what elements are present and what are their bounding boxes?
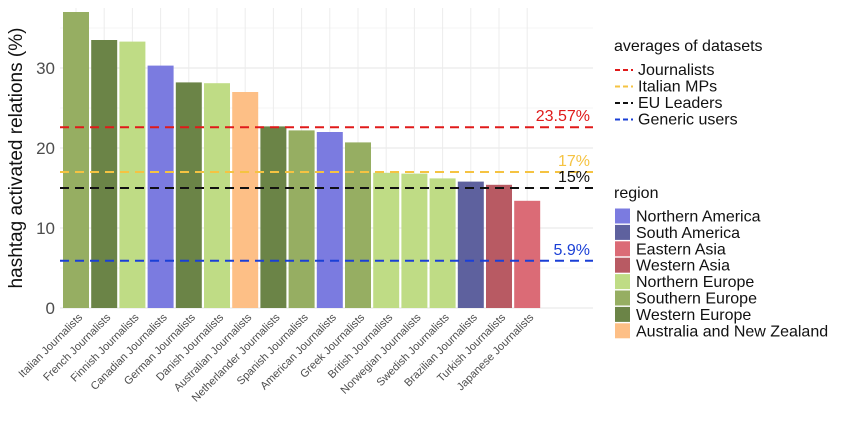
legend-swatch-southern-europe: [615, 290, 630, 306]
legend-item-northern-america: Northern America: [615, 208, 761, 226]
legend-item-eu-leaders: EU Leaders: [615, 95, 723, 112]
bar-swedish-journalists: [429, 178, 456, 308]
legend-label-northern-europe: Northern Europe: [636, 274, 754, 291]
legend-label-northern-america: Northern America: [636, 209, 761, 226]
bar-canadian-journalists: [147, 65, 174, 308]
y-axis-label: hashtag activated relations (%): [6, 28, 27, 289]
legend-averages: averages of datasets JournalistsItalian …: [614, 38, 763, 129]
legend-label-southern-europe: Southern Europe: [636, 291, 757, 308]
legend-label-western-europe: Western Europe: [636, 307, 751, 324]
legend-swatch-south-america: [615, 224, 630, 240]
legend-label-eu-leaders: EU Leaders: [638, 95, 723, 112]
legend-item-southern-europe: Southern Europe: [615, 290, 757, 308]
legend-label-south-america: South America: [636, 225, 740, 242]
legend-swatch-western-asia: [615, 257, 630, 273]
ref-label-journalists: 23.57%: [536, 108, 590, 125]
legend-item-western-europe: Western Europe: [615, 306, 751, 324]
legend-swatch-northern-america: [615, 208, 630, 224]
legend-label-western-asia: Western Asia: [636, 258, 730, 275]
legend-item-journalists: Journalists: [615, 62, 714, 79]
legend-label-journalists: Journalists: [638, 62, 714, 79]
legend-swatch-western-europe: [615, 306, 630, 322]
legend-item-eastern-asia: Eastern Asia: [615, 241, 726, 258]
legend-item-western-asia: Western Asia: [615, 257, 730, 275]
y-tick-0: 0: [46, 299, 55, 318]
legend-label-italian-mps: Italian MPs: [638, 79, 717, 96]
legend-item-generic-users: Generic users: [615, 112, 738, 129]
reference-lines: 23.57% 17%15% 5.9%: [60, 108, 593, 262]
y-tick-20: 20: [36, 139, 55, 158]
legend-label-generic-users: Generic users: [638, 112, 738, 129]
legend-item-italian-mps: Italian MPs: [615, 79, 717, 96]
legend-label-eastern-asia: Eastern Asia: [636, 241, 726, 258]
bar-french-journalists: [91, 40, 118, 308]
legend-label-australia-and-new-zealand: Australia and New Zealand: [636, 323, 828, 340]
bar-turkish-journalists: [486, 184, 512, 308]
legend-swatch-australia-and-new-zealand: [615, 323, 630, 339]
bar-japanese-journalists: [514, 200, 541, 308]
y-axis: 0 10 20 30: [36, 59, 55, 318]
bar-australian-journalists: [232, 92, 259, 308]
bars: [63, 12, 541, 309]
bar-danish-journalists: [204, 83, 230, 308]
bar-netherlander-journalists: [260, 126, 287, 309]
legend-region-title: region: [614, 185, 658, 202]
legend-item-australia-and-new-zealand: Australia and New Zealand: [615, 323, 828, 340]
bar-american-journalists: [316, 132, 343, 308]
legend-averages-title: averages of datasets: [614, 38, 763, 55]
bar-british-journalists: [373, 172, 400, 308]
legend-swatch-eastern-asia: [615, 241, 630, 257]
y-tick-30: 30: [36, 59, 55, 78]
bar-norwegian-journalists: [401, 173, 428, 308]
ref-label-eu-leaders: 15%: [558, 169, 590, 186]
legend-item-northern-europe: Northern Europe: [615, 274, 754, 291]
bar-spanish-journalists: [288, 130, 315, 308]
bar-german-journalists: [175, 82, 202, 309]
bar-italian-journalists: [63, 12, 89, 308]
legend-swatch-northern-europe: [615, 274, 630, 290]
bar-greek-journalists: [345, 142, 371, 308]
bar-finnish-journalists: [119, 41, 146, 308]
ref-label-generic-users: 5.9%: [554, 242, 590, 259]
bar-brazilian-journalists: [457, 181, 484, 308]
legend-item-south-america: South America: [615, 224, 740, 242]
ref-label-italian-mps: 17%: [558, 153, 590, 170]
y-tick-10: 10: [36, 219, 55, 238]
